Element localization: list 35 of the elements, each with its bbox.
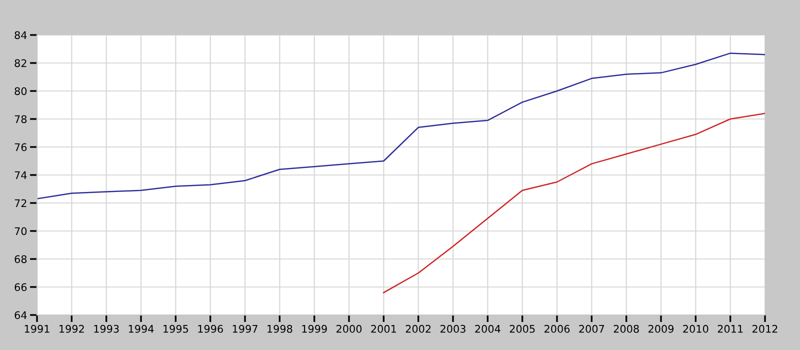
x-tick-label: 2009: [648, 324, 674, 333]
x-tick-label: 2002: [406, 324, 431, 333]
line-series: [37, 52, 765, 200]
y-tick-label: 82: [14, 59, 26, 68]
x-tick-label: 2003: [440, 324, 466, 333]
x-tick-label: 2000: [336, 324, 362, 333]
y-tick-label: 76: [14, 143, 27, 152]
x-tick-label: 2011: [718, 324, 743, 333]
x-tick-label: 2008: [614, 324, 639, 333]
y-tick-label: 68: [14, 255, 27, 264]
y-tick-label: 84: [14, 31, 27, 40]
x-tick-label: 2001: [371, 324, 396, 333]
x-tick-label: 1991: [24, 324, 50, 333]
x-tick-label: 2004: [475, 324, 500, 333]
y-tick-label: 66: [14, 283, 27, 292]
y-tick-label: 64: [14, 311, 27, 320]
x-tick-label: 1997: [232, 324, 258, 333]
y-tick-label: 74: [14, 171, 27, 179]
line-series: [383, 112, 765, 294]
x-tick-label: 2007: [579, 324, 604, 333]
y-tick-label: 78: [14, 115, 27, 124]
x-tick-label: 2005: [510, 324, 535, 333]
x-tick-label: 1993: [94, 324, 119, 333]
y-tick-label: 70: [14, 227, 27, 236]
x-tick-label: 1998: [268, 324, 292, 333]
x-tick-label: 2006: [544, 324, 570, 333]
y-tick-label: 72: [14, 199, 26, 207]
y-tick-label: 80: [14, 87, 27, 96]
x-tick-label: 1992: [60, 324, 84, 333]
x-tick-label: 2012: [752, 324, 778, 333]
x-tick-label: 1995: [164, 324, 188, 333]
x-tick-label: 2010: [683, 324, 708, 333]
x-tick-label: 1994: [128, 324, 154, 333]
x-tick-label: 1999: [302, 324, 327, 333]
x-tick-label: 1996: [198, 324, 223, 333]
